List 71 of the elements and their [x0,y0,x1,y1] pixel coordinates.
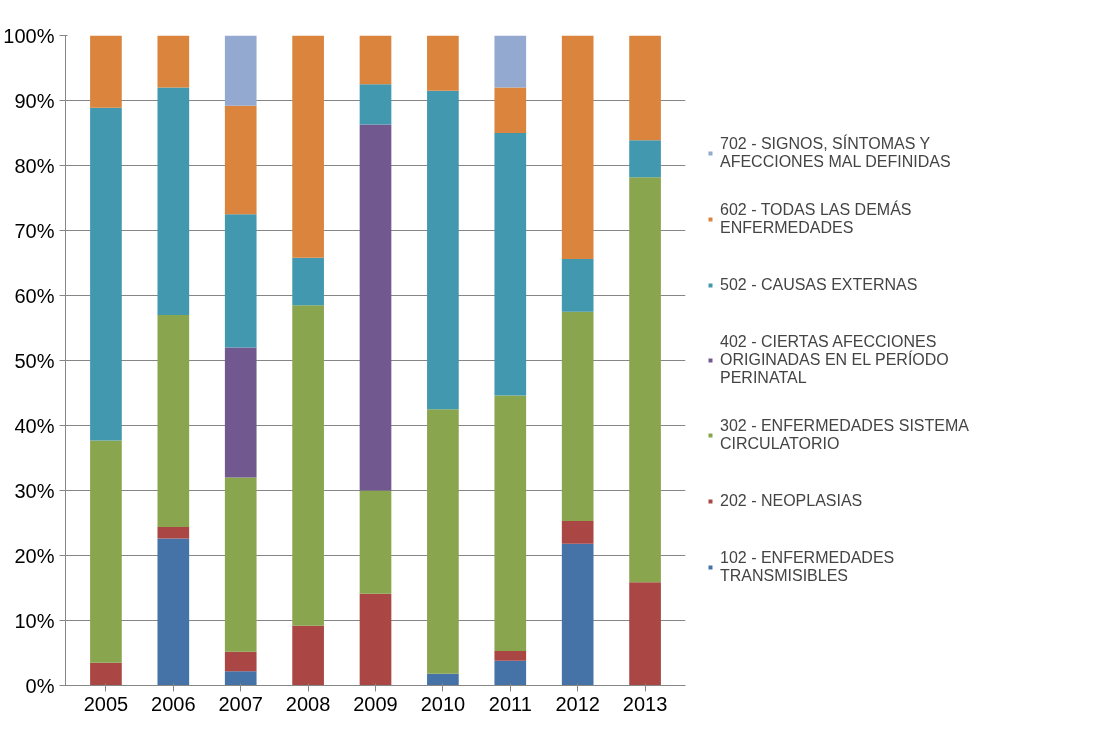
bar [427,673,459,686]
x-tick-label: 2007 [218,692,263,715]
legend-label: 702 - SIGNOS, SÍNTOMAS Y AFECCIONES MAL DEFINIDAS [720,135,951,171]
bar [90,35,122,108]
y-tick-label: 30% [14,479,55,502]
bar [90,662,122,686]
bar [224,105,257,215]
bar [292,625,324,686]
bar [629,177,661,583]
x-tick-label: 2009 [353,692,398,715]
bar [561,35,594,260]
x-tick-label: 2006 [151,692,196,715]
y-tick-label: 10% [14,609,55,632]
bar [494,35,527,88]
bar [224,651,257,672]
bar [224,477,257,652]
bar [561,311,594,522]
bar [292,35,324,258]
y-tick-label: 20% [14,544,55,567]
bar [494,133,527,396]
bar [224,347,257,478]
bar [494,651,527,661]
bar [224,214,257,348]
bar [292,305,324,626]
bar [359,35,392,85]
bar [359,124,392,491]
x-tick-label: 2005 [83,692,129,715]
y-tick-label: 90% [14,89,55,112]
bar [427,90,459,410]
legend-label: 102 - ENFERMEDADES TRANSMISIBLES [720,549,895,585]
bar [157,35,190,88]
y-tick-label: 40% [14,414,55,437]
bar [561,543,594,686]
y-tick-label: 80% [14,154,55,177]
bar [427,35,459,91]
bar [359,490,392,594]
y-tick-label: 70% [14,219,55,242]
bar [494,87,527,133]
bar [157,538,190,686]
bar [561,521,594,544]
x-tick-label: 2011 [488,692,532,715]
bar [90,440,122,663]
y-tick-label: 0% [25,674,55,697]
bar [224,35,257,106]
x-tick-label: 2013 [622,692,668,715]
bar [157,87,190,315]
bar [629,140,661,178]
bar [90,107,122,441]
bar [629,35,661,141]
bar [494,660,527,686]
bar [224,671,257,686]
y-tick-label: 50% [14,349,55,372]
legend-label: 202 - NEOPLASIAS [720,491,863,511]
bar [629,582,661,686]
y-tick-label: 100% [3,24,55,47]
x-tick-label: 2010 [420,692,466,715]
legend-label: 302 - ENFERMEDADES SISTEMA CIRCULATORIO [720,417,969,453]
x-tick-label: 2012 [555,692,600,715]
bar [561,259,594,312]
bar [494,395,527,652]
bar [292,257,324,306]
legend-label: 502 - CAUSAS EXTERNAS [720,275,918,295]
bar [359,84,392,125]
bar [427,409,459,674]
bar [157,315,190,527]
x-tick-label: 2008 [285,692,331,715]
bar [359,593,392,686]
y-tick-label: 60% [14,284,55,307]
legend-label: 602 - TODAS LAS DEMÁS ENFERMEDADES [720,201,912,237]
legend-label: 402 - CIERTAS AFECCIONES ORIGINADAS EN EL PERÍODO PERINATAL [720,333,949,387]
bar [157,526,190,539]
